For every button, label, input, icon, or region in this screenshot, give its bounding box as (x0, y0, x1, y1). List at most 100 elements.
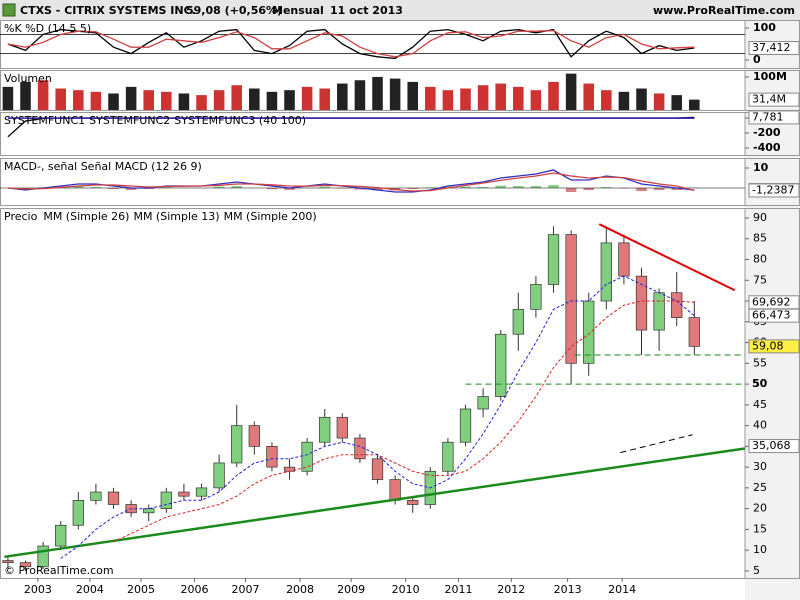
panel (7, 116, 695, 138)
candle-body (495, 333, 507, 397)
icon (2, 3, 16, 17)
volume-bar (372, 76, 383, 110)
legend-entry: MM (Simple 13) (133, 210, 219, 223)
candle-body (618, 242, 630, 277)
macd-hist (125, 188, 137, 190)
panel (2, 73, 700, 110)
panel (0, 28, 745, 60)
volume-bar (108, 93, 119, 110)
volume-bar (178, 93, 190, 110)
y-tick-label: 75 (753, 273, 767, 286)
volume-bar (196, 95, 207, 110)
candle-body (459, 408, 472, 443)
legend-entry: MM (Simple 26) (43, 210, 129, 223)
candle-body (319, 416, 331, 443)
candle-body (90, 491, 102, 501)
x-tick-label: 2006 (180, 583, 208, 596)
candle-body (547, 234, 560, 285)
candle-body (2, 560, 14, 563)
macd-hist (108, 188, 119, 189)
macd-hist (284, 188, 295, 190)
macd-hist (671, 188, 682, 190)
candle-body (600, 242, 612, 302)
macd-hist (73, 186, 84, 188)
trendline (4, 447, 745, 559)
volume-bar (20, 81, 31, 110)
legend-entry: SYSTEMFUNC2 (89, 114, 170, 127)
quote: 59,08 (+0,56%) (186, 4, 282, 17)
value-label: 31,4M (752, 93, 786, 106)
value-label: -1,2387 (752, 183, 794, 196)
trendline (598, 223, 736, 292)
value-box (748, 110, 800, 125)
y-tick-label: 10 (753, 161, 769, 174)
volume-bar (495, 83, 506, 110)
value-label: 69,692 (752, 295, 791, 308)
header-bar (0, 0, 800, 20)
macd-hist (354, 188, 366, 190)
macd-hist (266, 188, 278, 190)
candle-body (178, 491, 190, 497)
macd-hist (653, 188, 665, 190)
candle-body (248, 425, 260, 447)
macd-hist (372, 188, 383, 191)
x-tick-label: 2004 (76, 583, 104, 596)
volume-bar (477, 85, 489, 110)
volume-bar (301, 86, 313, 110)
value-label: 50 (752, 377, 768, 390)
site: www.ProRealTime.com (653, 4, 795, 17)
candle-body (407, 499, 419, 505)
volume-bar (389, 78, 401, 110)
panel (0, 169, 745, 193)
candle-body (160, 491, 172, 510)
volume-bar (284, 90, 295, 110)
value-label: 37,412 (752, 41, 791, 54)
candle-body (266, 446, 278, 468)
volume-bar (513, 86, 524, 110)
volume-bar (161, 91, 172, 110)
y-tick-label: 55 (753, 356, 767, 369)
volume-bar (2, 86, 14, 110)
volume-bar (618, 91, 630, 110)
legend-entry: MM (Simple 200) (224, 210, 317, 223)
macd-hist (636, 188, 647, 191)
value-box (748, 92, 800, 107)
candle-body (231, 425, 243, 464)
legend-entry: SYSTEMFUNC1 (4, 114, 85, 127)
date: 11 oct 2013 (330, 4, 403, 17)
value-box (748, 439, 800, 454)
volume-bar (249, 88, 260, 110)
macd-hist (583, 188, 594, 190)
value-box (748, 41, 800, 56)
x-tick-label: 2014 (608, 583, 636, 596)
candle-body (354, 437, 366, 460)
value-label: 66,473 (752, 309, 791, 322)
candle-body (688, 317, 700, 347)
volume-bar (653, 93, 665, 110)
volume-bar (689, 99, 700, 110)
macd-hist (460, 186, 471, 188)
x-tick-label: 2005 (127, 583, 155, 596)
x-tick-label: 2003 (24, 583, 52, 596)
y-tick-label: 100M (753, 70, 787, 83)
volume-bar (601, 90, 612, 110)
panel-label: MACD-, señal Señal MACD (12 26 9) (4, 160, 202, 173)
series-line (7, 169, 695, 193)
x-tick-label: 2010 (392, 583, 420, 596)
volume-bar (565, 73, 577, 110)
volume-bar (143, 90, 154, 110)
y-tick-label: 30 (753, 460, 767, 473)
x-tick-label: 2011 (444, 583, 472, 596)
legend-entry: SYSTEMFUNC3 (40 100) (174, 114, 306, 127)
candle-body (671, 292, 683, 318)
period: Mensual (272, 4, 324, 17)
macd-hist (90, 187, 102, 188)
macd-hist (495, 185, 506, 188)
macd-hist (213, 186, 225, 188)
volume-bar (636, 88, 647, 110)
y-tick-label: 45 (753, 398, 767, 411)
volume-bar (671, 95, 682, 110)
series-line (113, 300, 695, 543)
